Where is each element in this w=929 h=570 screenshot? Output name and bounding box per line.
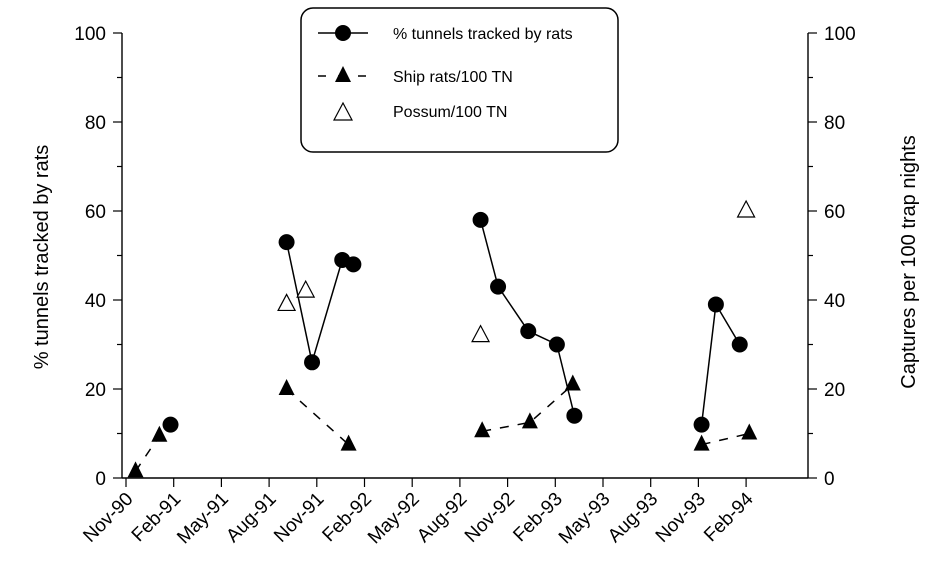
x-tick-label: Nov-93 bbox=[652, 489, 710, 547]
data-point-ship-rats-100-tn bbox=[741, 423, 758, 440]
y-left-tick-label: 20 bbox=[85, 380, 106, 401]
series-lines bbox=[134, 219, 750, 472]
data-point-possum-100-tn bbox=[736, 199, 756, 218]
x-tick-label: Nov-91 bbox=[270, 489, 328, 547]
y-right-tick-label: 100 bbox=[824, 24, 856, 45]
legend-marker-tunnels bbox=[335, 25, 351, 41]
y-axis-right-title: Captures per 100 trap nights bbox=[898, 135, 920, 389]
y-right-tick-label: 40 bbox=[824, 291, 845, 312]
data-point-ship-rats-100-tn bbox=[693, 434, 710, 451]
data-point-tunnels-tracked-by-rats bbox=[707, 296, 724, 313]
y-right-tick-label: 60 bbox=[824, 202, 845, 223]
y-right-tick-label: 80 bbox=[824, 113, 845, 134]
legend: % tunnels tracked by rats Ship rats/100 … bbox=[300, 7, 619, 153]
data-point-ship-rats-100-tn bbox=[127, 461, 144, 478]
series-line-tunnels-tracked-by-rats bbox=[700, 302, 741, 425]
x-tick-label: Feb-94 bbox=[700, 488, 758, 546]
legend-label-ship-rats: Ship rats/100 TN bbox=[393, 69, 513, 86]
y-left-tick-label: 60 bbox=[85, 202, 106, 223]
data-point-ship-rats-100-tn bbox=[474, 421, 491, 438]
series-line-ship-rats-100-tn bbox=[286, 388, 350, 446]
y-right-tick-label: 20 bbox=[824, 380, 845, 401]
data-point-possum-100-tn bbox=[296, 279, 316, 298]
legend-box bbox=[300, 7, 619, 153]
series-line-ship-rats-100-tn bbox=[134, 435, 161, 472]
data-point-ship-rats-100-tn bbox=[278, 379, 295, 395]
data-point-tunnels-tracked-by-rats bbox=[520, 323, 537, 340]
data-point-tunnels-tracked-by-rats bbox=[304, 354, 321, 371]
legend-marker-ship-rats bbox=[335, 66, 351, 82]
legend-marker-possum bbox=[333, 101, 353, 121]
data-point-tunnels-tracked-by-rats bbox=[693, 416, 710, 433]
data-point-ship-rats-100-tn bbox=[340, 434, 357, 451]
x-tick-label: Aug-93 bbox=[604, 489, 662, 547]
data-point-ship-rats-100-tn bbox=[151, 425, 168, 442]
series-line-ship-rats-100-tn bbox=[701, 432, 750, 446]
y-left-tick-label: 0 bbox=[95, 469, 106, 490]
x-tick-label: Nov-90 bbox=[79, 489, 137, 547]
legend-label-possum: Possum/100 TN bbox=[393, 104, 507, 121]
data-point-tunnels-tracked-by-rats bbox=[731, 336, 748, 353]
data-point-tunnels-tracked-by-rats bbox=[566, 407, 583, 424]
data-point-ship-rats-100-tn bbox=[521, 412, 538, 429]
series-markers bbox=[127, 199, 758, 478]
data-point-tunnels-tracked-by-rats bbox=[548, 336, 565, 353]
y-right-tick-label: 0 bbox=[824, 469, 835, 490]
data-point-possum-100-tn bbox=[277, 293, 297, 312]
series-line-tunnels-tracked-by-rats bbox=[479, 219, 576, 416]
x-tick-label: Nov-92 bbox=[461, 489, 519, 547]
y-left-tick-label: 80 bbox=[85, 113, 106, 134]
x-tick-label: May-92 bbox=[364, 489, 424, 549]
data-point-possum-100-tn bbox=[471, 324, 491, 343]
legend-label-tunnels: % tunnels tracked by rats bbox=[393, 26, 573, 43]
x-tick-label: Aug-92 bbox=[413, 489, 471, 547]
data-point-tunnels-tracked-by-rats bbox=[162, 416, 179, 433]
data-point-tunnels-tracked-by-rats bbox=[278, 234, 295, 251]
data-point-tunnels-tracked-by-rats bbox=[345, 256, 362, 273]
y-axis-left-title: % tunnels tracked by rats bbox=[31, 145, 53, 370]
data-point-tunnels-tracked-by-rats bbox=[490, 278, 507, 295]
x-tick-label: May-93 bbox=[555, 489, 615, 549]
y-left-tick-label: 40 bbox=[85, 291, 106, 312]
y-left-tick-label: 100 bbox=[74, 24, 106, 45]
x-tick-label: Aug-91 bbox=[222, 489, 280, 547]
x-tick-label: May-91 bbox=[173, 489, 233, 549]
data-point-ship-rats-100-tn bbox=[564, 374, 581, 391]
data-point-tunnels-tracked-by-rats bbox=[472, 211, 489, 228]
